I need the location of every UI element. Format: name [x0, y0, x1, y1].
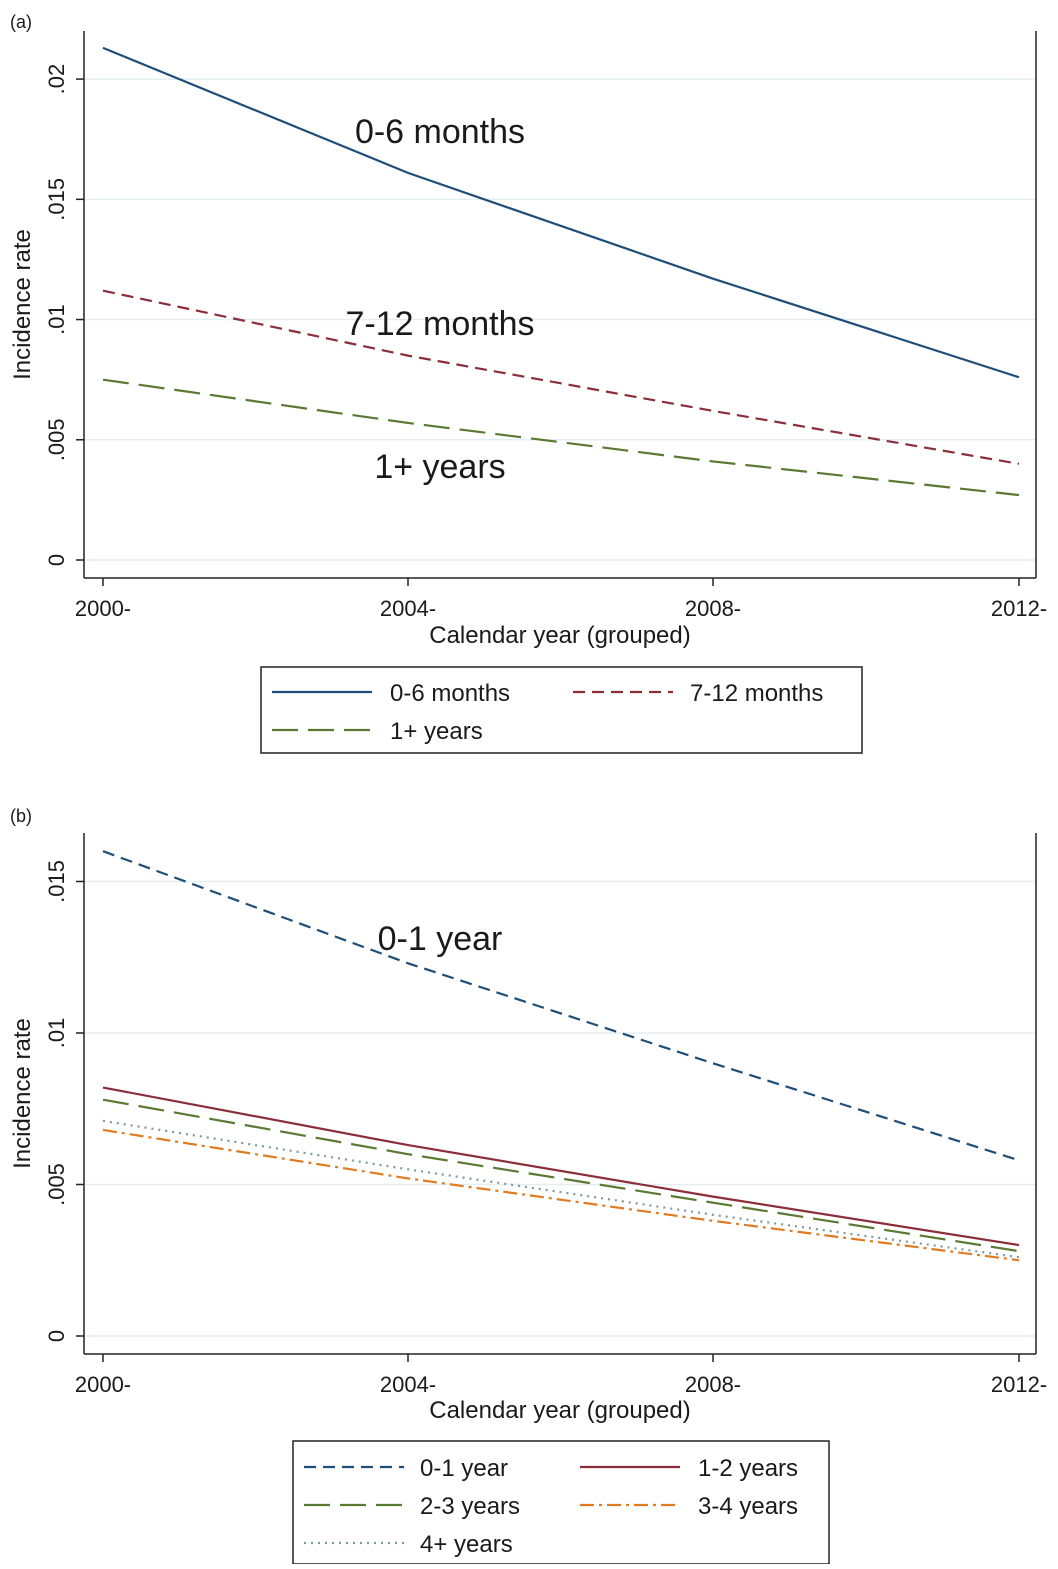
x-tick-label: 2012- [991, 596, 1047, 621]
legend-label: 7-12 months [690, 680, 823, 707]
y-tick-label: .02 [44, 64, 69, 95]
x-tick-label: 2008- [685, 1372, 741, 1397]
chart-panel-b: (b) 0 .005 .01 .015 2000- 2004- 2008- 2012- Calen… [9, 806, 1047, 1565]
y-tick-label: .015 [44, 860, 69, 903]
legend-label: 1-2 years [698, 1455, 798, 1482]
y-axis-title: Incidence rate [9, 1018, 36, 1169]
x-tick-label: 2004- [380, 1372, 436, 1397]
legend-label: 3-4 years [698, 1493, 798, 1520]
series-line-1-2-years [102, 1086, 1020, 1247]
series-line-1-years [102, 378, 1020, 497]
legend-box [260, 666, 863, 754]
series-annotation: 0-1 year [378, 920, 503, 958]
x-tick-label: 2008- [685, 596, 741, 621]
y-tick-label: .01 [44, 1018, 69, 1049]
series-line-2-3-years [102, 1098, 1020, 1253]
x-tick-label: 2004- [380, 596, 436, 621]
y-tick-label: .005 [44, 1163, 69, 1206]
series-annotation: 7-12 months [346, 305, 535, 343]
series-line-7-12-months [102, 289, 1020, 465]
x-tick-label: 2000- [75, 1372, 131, 1397]
legend-label: 0-1 year [420, 1455, 508, 1482]
legend: 0-6 months 7-12 months 1+ years [260, 666, 863, 754]
panel-label: (a) [10, 12, 32, 32]
chart-panel-a: (a) 0 .005 .01 .015 .02 2000- 2004- 2008- 2012- Ca… [9, 12, 1047, 754]
series-line-0-6-months [102, 46, 1020, 379]
series-line-3-4-years [102, 1128, 1020, 1262]
x-tick-label: 2000- [75, 596, 131, 621]
x-axis-title: Calendar year (grouped) [429, 1397, 690, 1424]
y-tick-label: .005 [44, 418, 69, 461]
legend-label: 4+ years [420, 1531, 513, 1558]
series-annotation: 0-6 months [355, 113, 525, 151]
series-line-4-years [102, 1119, 1020, 1259]
legend: 0-1 year 1-2 years 2-3 years 3-4 years 4+ ye… [292, 1440, 830, 1565]
series-annotation: 1+ years [374, 448, 505, 486]
panel-label: (b) [10, 806, 32, 826]
x-axis-title: Calendar year (grouped) [429, 622, 690, 649]
legend-label: 0-6 months [390, 680, 510, 707]
legend-label: 2-3 years [420, 1493, 520, 1520]
legend-label: 1+ years [390, 718, 483, 745]
y-tick-label: 0 [44, 554, 69, 566]
x-tick-label: 2012- [991, 1372, 1047, 1397]
series-line-0-1-year [102, 850, 1020, 1162]
y-axis-title: Incidence rate [9, 229, 36, 380]
y-tick-label: .015 [44, 178, 69, 221]
y-tick-label: .01 [44, 304, 69, 335]
y-tick-label: 0 [44, 1330, 69, 1342]
